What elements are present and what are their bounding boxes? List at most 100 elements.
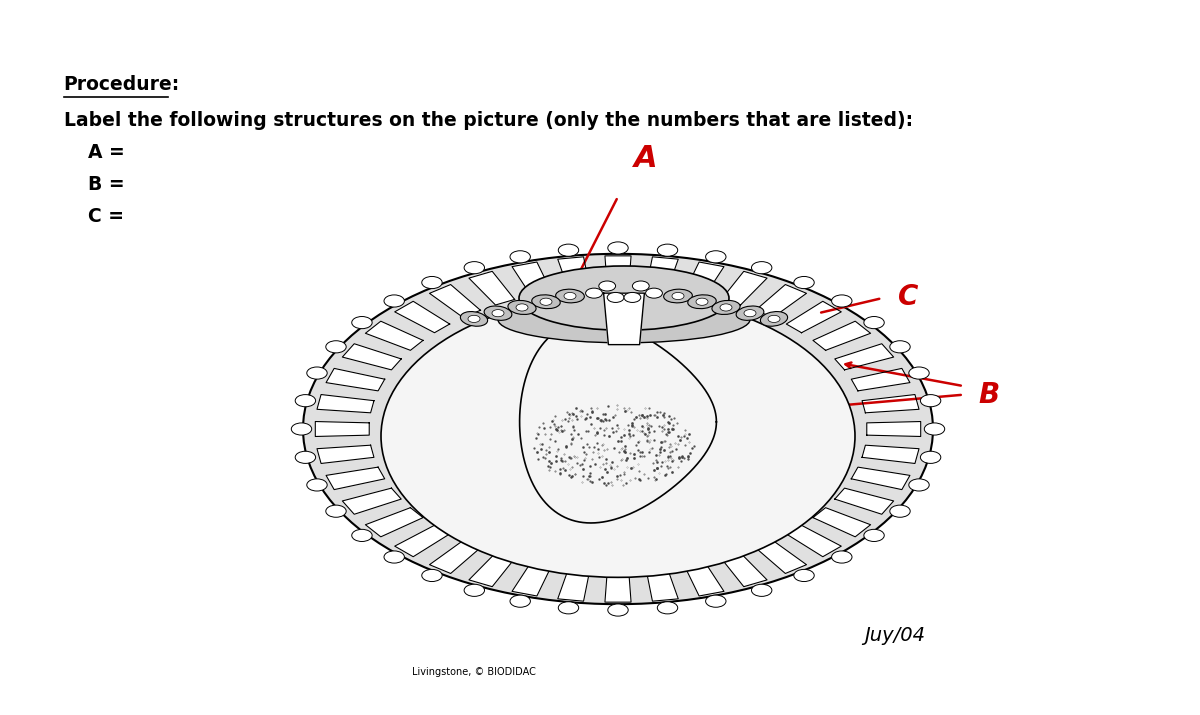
Circle shape xyxy=(832,551,852,563)
Polygon shape xyxy=(512,262,551,295)
Circle shape xyxy=(307,479,328,491)
Circle shape xyxy=(558,244,578,256)
Circle shape xyxy=(751,584,772,596)
Circle shape xyxy=(540,298,552,305)
Circle shape xyxy=(658,602,678,614)
Circle shape xyxy=(464,262,485,274)
Polygon shape xyxy=(469,553,515,587)
Circle shape xyxy=(908,367,929,379)
Circle shape xyxy=(325,505,346,517)
Circle shape xyxy=(384,551,404,563)
Polygon shape xyxy=(512,563,551,596)
Polygon shape xyxy=(812,508,870,537)
Polygon shape xyxy=(685,262,724,295)
Circle shape xyxy=(607,242,629,254)
Polygon shape xyxy=(862,395,919,413)
Polygon shape xyxy=(721,553,767,587)
Polygon shape xyxy=(685,563,724,596)
Polygon shape xyxy=(721,271,767,305)
Polygon shape xyxy=(558,568,589,601)
Circle shape xyxy=(794,569,815,581)
Polygon shape xyxy=(812,321,870,350)
Polygon shape xyxy=(605,571,631,602)
Polygon shape xyxy=(647,257,678,290)
Ellipse shape xyxy=(664,289,692,303)
Text: B: B xyxy=(978,380,1000,409)
Circle shape xyxy=(768,315,780,322)
Polygon shape xyxy=(342,488,401,514)
Circle shape xyxy=(586,288,602,298)
Polygon shape xyxy=(605,256,631,287)
Circle shape xyxy=(832,295,852,307)
Circle shape xyxy=(352,317,372,329)
Circle shape xyxy=(325,341,346,353)
Ellipse shape xyxy=(508,300,536,315)
Ellipse shape xyxy=(556,289,584,303)
Circle shape xyxy=(607,292,624,302)
Polygon shape xyxy=(317,445,374,463)
Ellipse shape xyxy=(302,254,934,604)
Ellipse shape xyxy=(382,295,854,578)
Polygon shape xyxy=(366,508,424,537)
Ellipse shape xyxy=(761,312,787,326)
Text: Juy/04: Juy/04 xyxy=(864,626,925,645)
Ellipse shape xyxy=(532,295,560,309)
Polygon shape xyxy=(430,285,480,317)
Polygon shape xyxy=(395,526,450,557)
Text: Label the following structures on the picture (only the numbers that are listed): Label the following structures on the pi… xyxy=(64,111,913,130)
Polygon shape xyxy=(862,445,919,463)
Polygon shape xyxy=(786,526,841,557)
Polygon shape xyxy=(317,395,374,413)
Circle shape xyxy=(564,292,576,300)
Circle shape xyxy=(295,451,316,463)
Polygon shape xyxy=(756,541,806,573)
Circle shape xyxy=(516,304,528,311)
Text: A: A xyxy=(634,144,658,173)
Ellipse shape xyxy=(461,312,487,326)
Circle shape xyxy=(706,251,726,263)
Ellipse shape xyxy=(520,266,730,330)
Polygon shape xyxy=(430,541,480,573)
Circle shape xyxy=(352,529,372,541)
Circle shape xyxy=(492,310,504,317)
Circle shape xyxy=(864,317,884,329)
Circle shape xyxy=(890,341,911,353)
Circle shape xyxy=(672,292,684,300)
Circle shape xyxy=(744,310,756,317)
Polygon shape xyxy=(835,344,894,370)
Circle shape xyxy=(751,262,772,274)
Circle shape xyxy=(558,602,578,614)
Ellipse shape xyxy=(498,296,750,342)
Text: C =: C = xyxy=(88,207,124,227)
Circle shape xyxy=(890,505,911,517)
Text: B =: B = xyxy=(88,175,125,194)
Polygon shape xyxy=(604,293,644,345)
Polygon shape xyxy=(851,368,910,391)
Polygon shape xyxy=(342,344,401,370)
Circle shape xyxy=(920,395,941,407)
Ellipse shape xyxy=(736,306,764,320)
Circle shape xyxy=(794,277,815,289)
Ellipse shape xyxy=(712,300,740,315)
Circle shape xyxy=(646,288,662,298)
Polygon shape xyxy=(786,301,841,332)
Text: A =: A = xyxy=(88,143,125,162)
Circle shape xyxy=(920,451,941,463)
Circle shape xyxy=(696,298,708,305)
Polygon shape xyxy=(647,568,678,601)
Polygon shape xyxy=(395,301,450,332)
Circle shape xyxy=(464,584,485,596)
Circle shape xyxy=(421,569,442,581)
Circle shape xyxy=(292,423,312,435)
Polygon shape xyxy=(326,467,385,490)
Text: Livingstone, © BIODIDAC: Livingstone, © BIODIDAC xyxy=(412,667,535,677)
Circle shape xyxy=(307,367,328,379)
Circle shape xyxy=(295,395,316,407)
Circle shape xyxy=(510,595,530,607)
Circle shape xyxy=(421,277,442,289)
Text: C: C xyxy=(898,282,918,311)
Circle shape xyxy=(607,604,629,616)
Polygon shape xyxy=(326,368,385,391)
Polygon shape xyxy=(866,422,920,436)
Text: Procedure:: Procedure: xyxy=(64,75,180,94)
